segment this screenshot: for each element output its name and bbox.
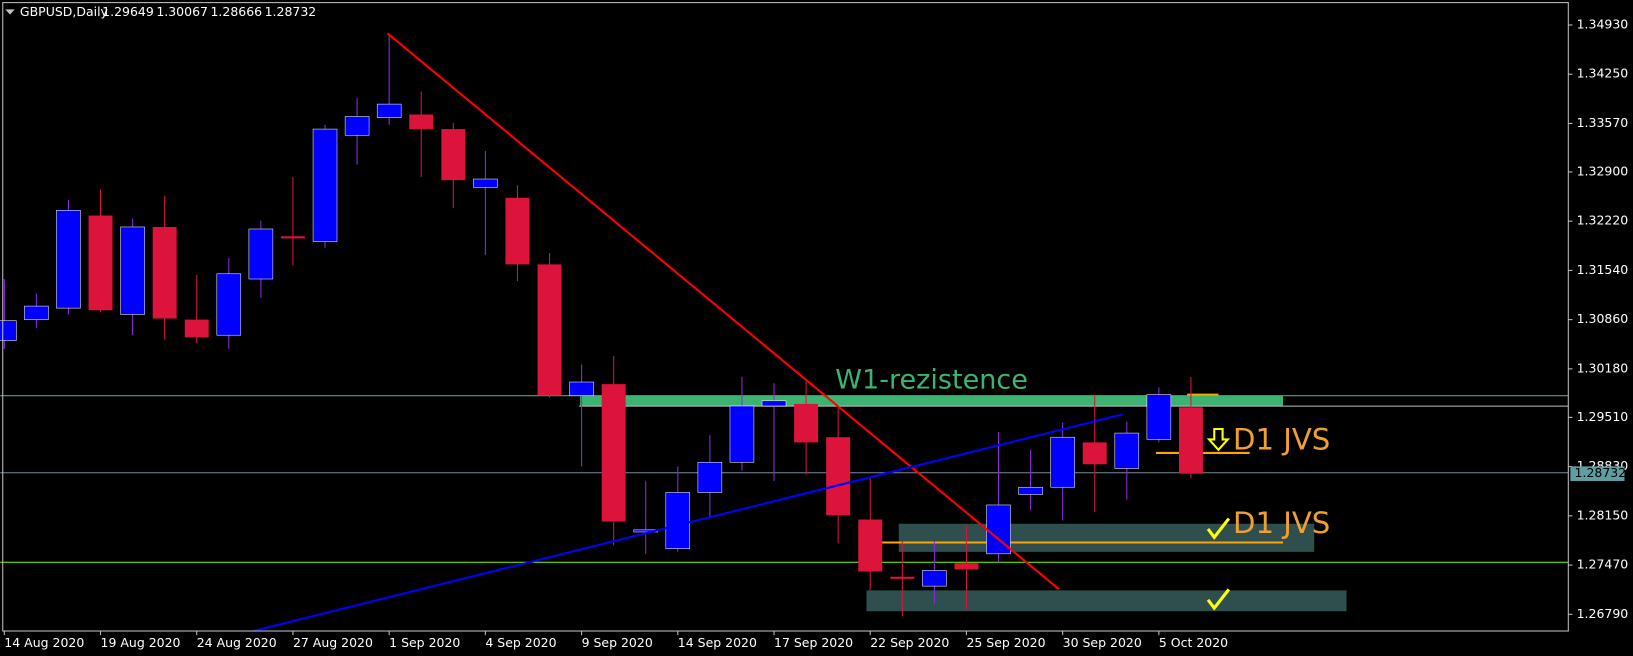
x-tick-label: 19 Aug 2020 [101,635,181,650]
x-tick-label: 14 Sep 2020 [678,635,757,650]
annotation: W1-rezistence [835,365,1028,396]
candle-body [729,405,755,463]
candle-body [922,570,947,587]
candle-body [1146,394,1172,440]
x-tick-label: 5 Oct 2020 [1159,635,1228,650]
last-price-label: 1.28732 [1575,465,1627,480]
x-tick-label: 30 Sep 2020 [1063,635,1142,650]
candle-body [248,228,274,280]
support-zone [898,523,1315,552]
candle-body [1114,432,1140,469]
y-tick-label: 1.27470 [1577,557,1629,572]
candle-body [441,129,466,181]
candle-body [409,114,434,130]
x-tick-label: 27 Aug 2020 [293,635,373,650]
candle-body [826,437,851,516]
candle-body [473,178,498,188]
y-tick-label: 1.30180 [1577,360,1629,375]
candle-body [1050,436,1075,488]
candle-body [1018,486,1043,495]
x-tick-label: 14 Aug 2020 [4,635,84,650]
candle-body [376,103,402,118]
x-tick-label: 9 Sep 2020 [582,635,653,650]
x-tick-label: 4 Sep 2020 [485,635,556,650]
x-tick-label: 1 Sep 2020 [389,635,460,650]
candle-body [665,492,691,549]
resistance-zone [580,395,1283,407]
y-tick-label: 1.26790 [1577,606,1629,621]
candle-body [344,116,370,136]
collapse-icon [5,9,15,15]
open-value: 1.29649 [102,4,154,19]
candle-body [312,128,338,242]
high-value: 1.30067 [156,4,208,19]
candle-body [216,273,242,336]
candle-body [280,236,305,239]
candle-body [1082,442,1107,465]
y-tick-label: 1.33570 [1577,115,1629,130]
y-tick-label: 1.32900 [1577,163,1629,178]
candle-body [569,381,594,396]
candle-body [954,563,979,570]
candle-body [505,197,530,265]
y-tick-label: 1.34250 [1577,66,1629,81]
y-tick-label: 1.29510 [1577,409,1629,424]
candle-body [761,400,787,407]
trendline [252,413,1123,633]
x-tick-label: 22 Sep 2020 [870,635,949,650]
close-value: 1.28732 [265,4,317,19]
candle-body [88,215,113,311]
candle-body [1178,407,1203,474]
candle-body [56,210,81,309]
x-tick-label: 24 Aug 2020 [197,635,277,650]
y-tick-label: 1.32220 [1577,213,1629,228]
down-arrow-icon [1206,427,1231,452]
candle-body [890,576,915,579]
header: GBPUSD,Daily 1.29649 1.30067 1.28666 1.2… [5,4,316,19]
y-tick-label: 1.34930 [1577,16,1629,31]
support-zone [866,590,1347,612]
last-price-box [1570,466,1625,481]
y-tick-label: 1.30860 [1577,311,1629,326]
symbol: GBPUSD,Daily [20,4,109,19]
candle-body [794,403,819,443]
annotation: D1 JVS [1233,422,1330,456]
candle-body [697,461,723,493]
candle-body [184,319,209,338]
low-value: 1.28666 [210,4,262,19]
candles [0,33,1203,617]
candle-body [537,264,562,396]
x-tick-label: 17 Sep 2020 [774,635,853,650]
candle-body [0,320,17,341]
check-icon [1206,517,1231,540]
candle-body [120,226,145,315]
candle-body [858,519,883,572]
check-icon [1206,588,1231,611]
y-tick-label: 1.28150 [1577,507,1629,522]
overlay: W1-rezistence D1 JVS D1 JVS [252,32,1330,633]
y-tick-label: 1.31540 [1577,262,1629,277]
zones [0,393,1569,612]
candle-body [601,384,626,522]
plot-border [2,2,1569,632]
candle-body [24,305,49,320]
candle-body [152,226,177,319]
x-tick-label: 25 Sep 2020 [966,635,1045,650]
trendline [386,32,1060,591]
annotation: D1 JVS [1233,506,1330,540]
